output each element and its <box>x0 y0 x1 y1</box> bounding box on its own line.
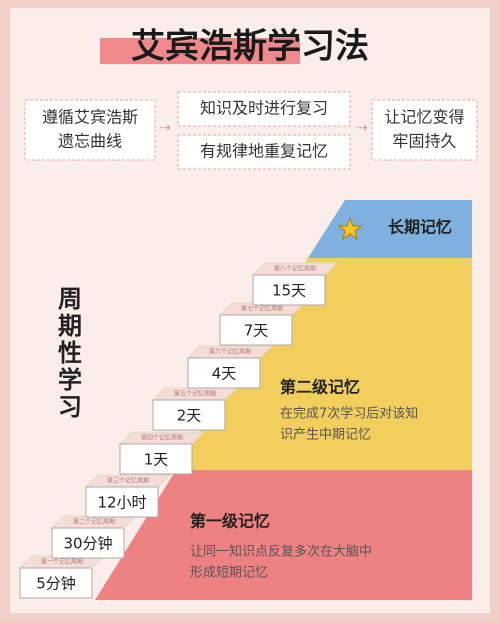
step-box <box>252 274 326 306</box>
step-box <box>85 486 159 518</box>
step-label: 4天 <box>212 365 237 383</box>
step-label: 30分钟 <box>63 535 112 553</box>
flow-text: 遗忘曲线 <box>58 132 122 151</box>
step-cycle: 第七个记忆周期 <box>241 305 283 313</box>
mid-term-zone <box>176 258 472 470</box>
step-label: 2天 <box>177 407 202 425</box>
step-box <box>19 567 93 599</box>
side-label: 周 <box>58 285 82 313</box>
side-label: 期 <box>58 312 82 340</box>
step-cycle: 第四个记忆周期 <box>141 434 183 442</box>
step-cycle: 第六个记忆周期 <box>209 348 251 356</box>
flow-box <box>24 99 156 161</box>
title: 艾宾浩斯学习法 <box>131 27 369 67</box>
step-label: 5分钟 <box>36 575 76 593</box>
step-cycle: 第一个记忆周期 <box>41 558 83 566</box>
step-box <box>187 357 261 389</box>
title-highlight <box>100 38 300 64</box>
step-box <box>219 314 293 346</box>
level-desc: 让同一知识点反复多次在大脑中 <box>190 544 372 560</box>
level-desc: 在完成7次学习后对该知 <box>280 406 418 422</box>
level-title: 第一级记忆 <box>190 512 270 531</box>
flow-text: 遵循艾宾浩斯 <box>42 108 138 127</box>
level-desc: 识产生中期记忆 <box>280 427 371 443</box>
flow-box <box>371 99 478 161</box>
flow-arrow: ⇢ <box>356 120 368 136</box>
step-box <box>51 527 125 559</box>
star-icon <box>337 216 363 241</box>
level-desc: 形成短期记忆 <box>190 565 268 581</box>
step-label: 1天 <box>144 451 169 469</box>
side-label: 性 <box>58 339 82 367</box>
level-title: 第二级记忆 <box>280 378 360 397</box>
step-cycle: 第二个记忆周期 <box>73 518 115 526</box>
short-term-zone <box>95 470 472 600</box>
step-label: 12小时 <box>97 494 146 512</box>
flow-text: 有规律地重复记忆 <box>200 142 328 161</box>
side-label: 学 <box>58 366 82 394</box>
flow-text: 牢固持久 <box>392 132 456 151</box>
step-box <box>152 399 226 431</box>
side-label: 习 <box>58 393 82 421</box>
step-cycle: 第三个记忆周期 <box>107 477 149 485</box>
flow-box <box>177 91 351 127</box>
flow-arrow: ⇢ <box>159 120 171 136</box>
flow-text: 知识及时进行复习 <box>200 99 328 118</box>
step-label: 7天 <box>244 322 269 340</box>
step-label: 15天 <box>272 282 306 300</box>
long-term-zone <box>308 200 472 258</box>
step-cycle: 第八个记忆周期 <box>274 265 316 273</box>
flow-box <box>177 134 351 170</box>
flow-text: 让记忆变得 <box>384 108 464 127</box>
step-box <box>119 443 193 475</box>
level-title: 长期记忆 <box>388 218 452 237</box>
step-cycle: 第五个记忆周期 <box>174 390 216 398</box>
